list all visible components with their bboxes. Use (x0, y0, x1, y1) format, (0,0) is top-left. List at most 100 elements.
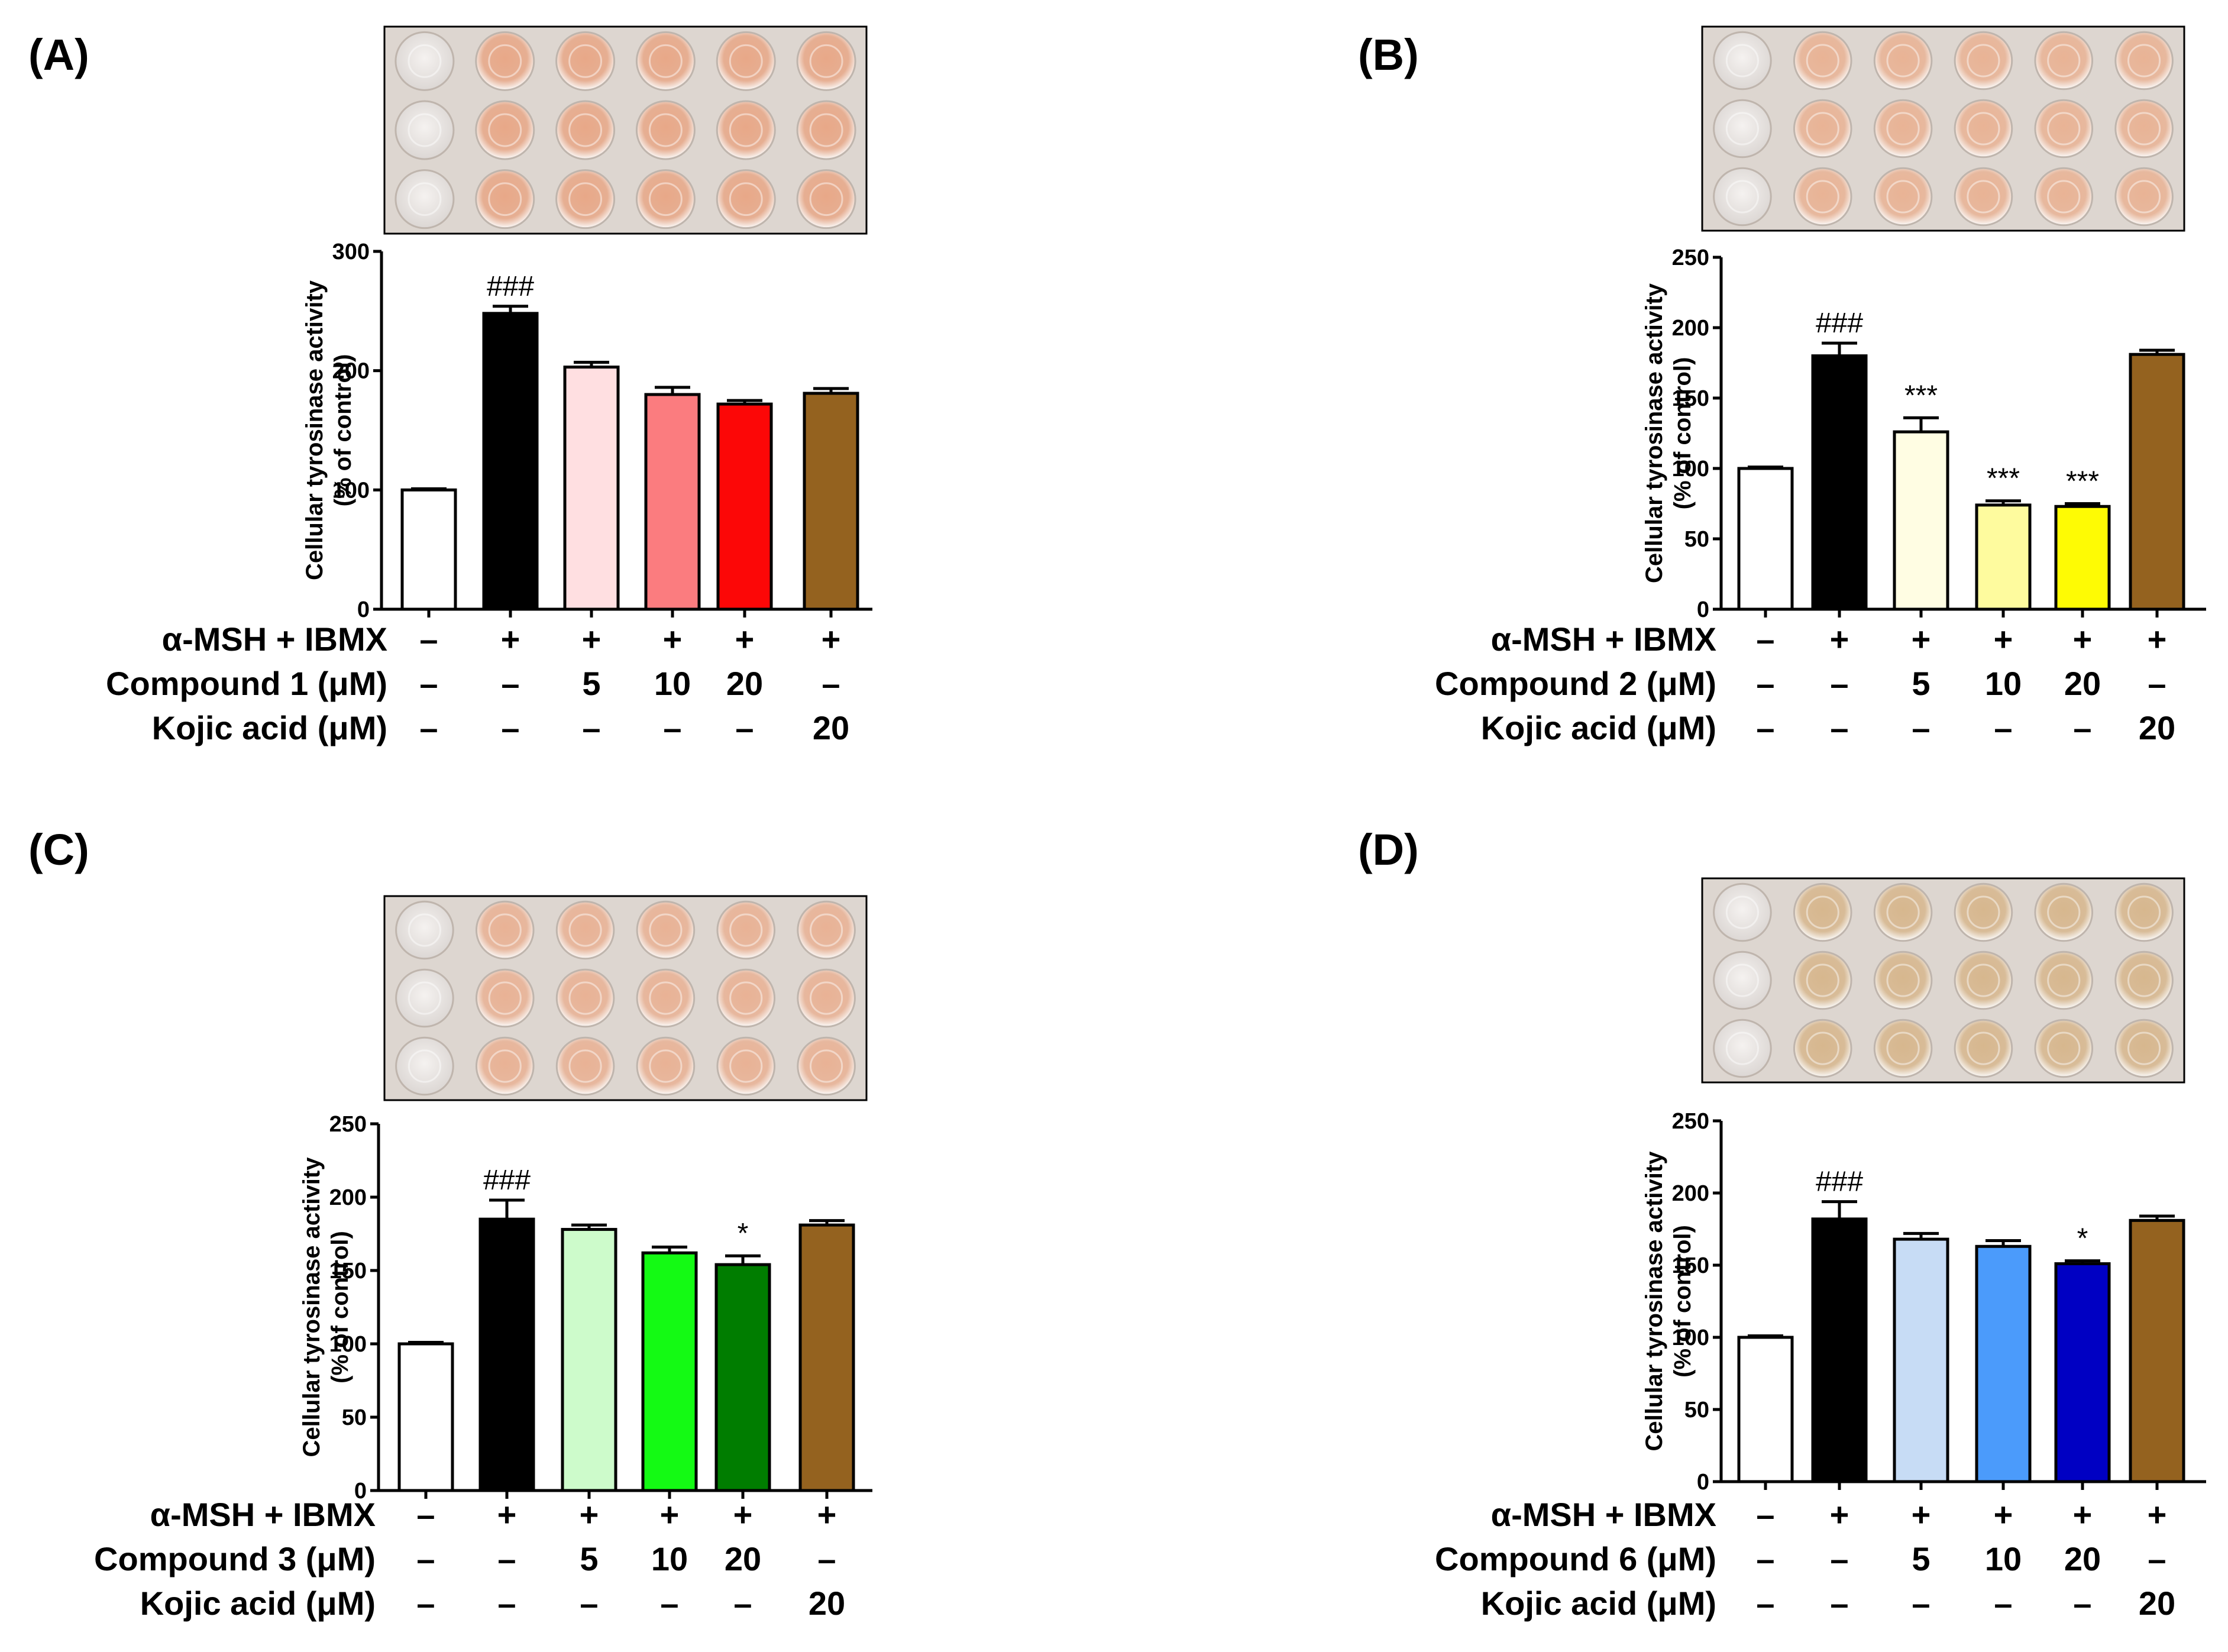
treatment-cell: – (735, 709, 754, 746)
y-tick-label: 50 (1684, 527, 1709, 552)
treatment-cell: + (501, 620, 520, 658)
plate-well (796, 31, 856, 91)
plate-well-highlight (408, 1049, 441, 1083)
plate-well-highlight (2127, 44, 2161, 77)
treatment-cell: + (2148, 1496, 2167, 1533)
plate-well-highlight (729, 44, 763, 78)
bar (1893, 1237, 1949, 1483)
plate-well-highlight (1886, 1032, 1920, 1065)
treatment-cell: – (2073, 709, 2091, 746)
plate-well (796, 100, 856, 160)
significance-vs-control: ### (487, 271, 534, 302)
treatment-cell: – (1830, 1585, 1848, 1622)
plate-photo-frame (1701, 877, 2185, 1084)
treatment-cell: + (582, 620, 602, 658)
plate-well (1954, 882, 2013, 942)
plate-well (1793, 951, 1852, 1010)
bar (482, 312, 539, 611)
plate-well-highlight (2127, 180, 2161, 214)
plate-photo (1701, 25, 2185, 232)
plate-well-highlight (2047, 895, 2081, 929)
plate-well (2114, 1019, 2174, 1078)
treatment-row-label: α-MSH + IBMX (1491, 1496, 1716, 1533)
plate-photo (383, 895, 868, 1101)
bar (2129, 1218, 2185, 1483)
treatment-cell: – (817, 1540, 836, 1577)
plate-well-highlight (488, 182, 522, 216)
y-axis-subtitle: (% of control) (330, 354, 356, 507)
plate-well-highlight (1806, 112, 1839, 146)
treatment-cell: 10 (1985, 1540, 2022, 1577)
plate-well-highlight (568, 44, 603, 78)
treatment-cell: – (1912, 709, 1930, 746)
plate-well (716, 169, 776, 229)
plate-well-highlight (408, 182, 442, 216)
treatment-cell: – (2073, 1585, 2091, 1622)
significance-vs-control: ### (1816, 1166, 1863, 1198)
plate-well (2034, 31, 2094, 90)
treatment-cell: – (733, 1585, 752, 1622)
plate-well (2114, 31, 2174, 90)
y-tick-label: 100 (1672, 1326, 1709, 1350)
y-tick-label: 250 (1672, 245, 1709, 270)
plate-well (475, 900, 535, 960)
plate-well (2034, 1019, 2094, 1078)
plate-well-highlight (809, 44, 843, 78)
plate-well-highlight (648, 182, 683, 216)
treatment-cell: 10 (1985, 665, 2022, 702)
plate-well (635, 31, 696, 91)
plate-well-highlight (729, 913, 763, 947)
significance-vs-control: ### (1816, 308, 1863, 339)
treatment-cell: – (1756, 1496, 1774, 1533)
treatment-cell: + (663, 620, 683, 658)
y-axis-title: Cellular tyrosinase activity (1641, 1151, 1667, 1451)
treatment-row-label: Compound 1 (μM) (106, 665, 387, 702)
plate-well (1954, 31, 2013, 90)
y-tick-label: 300 (332, 240, 370, 264)
bar (798, 1223, 855, 1492)
plate-well (1873, 99, 1933, 159)
y-tick-label: 150 (329, 1259, 367, 1284)
plate-well (636, 900, 696, 960)
treatment-cell: + (1830, 1496, 1849, 1533)
y-axis-subtitle: (% of control) (327, 1231, 353, 1383)
plate-well (1873, 882, 1933, 942)
bar (2054, 1262, 2111, 1483)
plate-well (395, 900, 454, 960)
treatment-cell: 20 (2064, 1540, 2101, 1577)
treatment-cell: – (416, 1585, 435, 1622)
plate-well (1793, 882, 1852, 942)
significance-vs-treated: * (738, 1218, 749, 1249)
plate-well-highlight (2047, 112, 2081, 146)
plate-well-highlight (649, 981, 683, 1015)
y-tick-label: 200 (1672, 316, 1709, 341)
plate-well-highlight (568, 913, 602, 947)
treatment-cell: + (817, 1496, 837, 1533)
plate-well-highlight (1967, 180, 2000, 214)
significance-vs-control: ### (483, 1165, 531, 1196)
treatment-cell: – (419, 665, 438, 702)
treatment-row-label: Kojic acid (μM) (1481, 1585, 1716, 1622)
treatment-cell: – (2148, 665, 2166, 702)
treatment-cell: – (1756, 665, 1774, 702)
plate-well (555, 900, 615, 960)
treatment-cell: – (419, 620, 438, 658)
bar (397, 1342, 454, 1492)
plate-well (394, 169, 455, 229)
plate-well (1793, 99, 1852, 159)
plate-well-highlight (810, 1049, 843, 1083)
plate-well-highlight (649, 913, 683, 947)
y-tick-label: 0 (1697, 597, 1709, 622)
treatment-cell: – (501, 665, 519, 702)
plate-well (797, 968, 856, 1028)
bar (2129, 353, 2185, 611)
plate-well-highlight (2127, 1032, 2161, 1065)
plate-well-highlight (1725, 895, 1759, 929)
plate-well-highlight (488, 44, 522, 78)
plate-photo-frame (383, 25, 868, 235)
significance-vs-treated: * (2077, 1223, 2088, 1255)
treatment-cell: – (497, 1585, 516, 1622)
plate-well-highlight (488, 113, 522, 147)
plate-well (797, 900, 856, 960)
